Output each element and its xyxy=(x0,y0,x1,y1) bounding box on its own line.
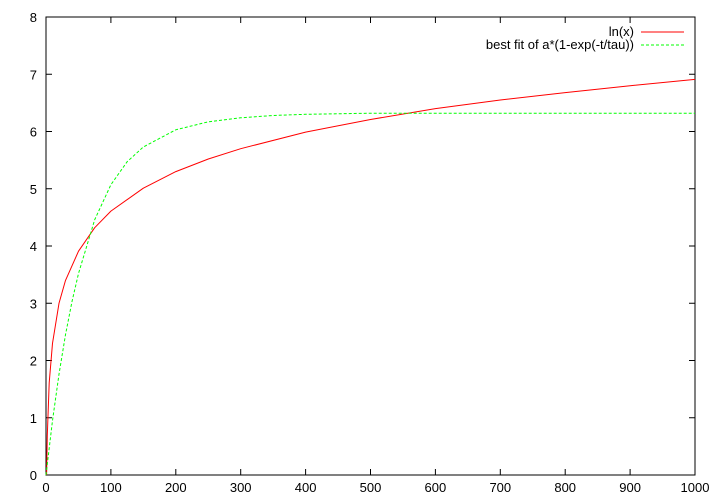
y-tick-label: 7 xyxy=(30,67,37,82)
y-tick-label: 8 xyxy=(30,10,37,25)
y-tick-label: 1 xyxy=(30,411,37,426)
y-tick-label: 2 xyxy=(30,354,37,369)
legend-label-1: best fit of a*(1-exp(-t/tau)) xyxy=(486,37,634,52)
axis-tick-labels: 0 100 200 300 400 500 600 700 800 900 1000 0 1 2 3 4 5 6 7… xyxy=(30,10,710,495)
x-tick-label: 100 xyxy=(100,480,122,495)
legend: ln(x) best fit of a*(1-exp(-t/tau)) xyxy=(486,24,684,52)
series-line-0 xyxy=(46,78,696,476)
x-tick-label: 400 xyxy=(295,480,317,495)
x-tick-label: 0 xyxy=(42,480,49,495)
y-tick-label: 3 xyxy=(30,296,37,311)
x-tick-label: 200 xyxy=(165,480,187,495)
x-tick-label: 700 xyxy=(489,480,511,495)
plot-frame xyxy=(45,16,696,476)
series-line-1 xyxy=(45,112,695,476)
y-tick-label: 4 xyxy=(30,239,37,254)
x-tick-label: 1000 xyxy=(681,480,710,495)
x-tick-label: 500 xyxy=(360,480,382,495)
legend-label-0: ln(x) xyxy=(609,24,634,39)
y-tick-label: 5 xyxy=(30,182,37,197)
y-tick-label: 0 xyxy=(30,468,37,483)
x-tick-label: 300 xyxy=(230,480,252,495)
series-lines xyxy=(45,78,696,476)
x-tick-label: 600 xyxy=(425,480,447,495)
x-tick-label: 800 xyxy=(554,480,576,495)
x-tick-label: 900 xyxy=(619,480,641,495)
axis-ticks xyxy=(45,16,696,476)
y-tick-label: 6 xyxy=(30,125,37,140)
